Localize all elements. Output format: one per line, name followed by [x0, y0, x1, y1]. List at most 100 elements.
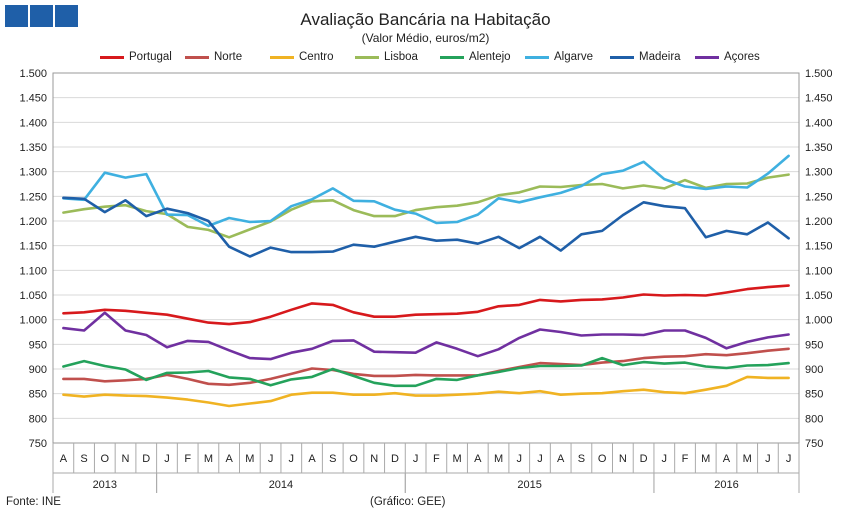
y-tick-label-right: 1.150 [805, 241, 833, 253]
legend-item: Algarve [525, 51, 593, 63]
plot-area-frame [52, 72, 800, 444]
x-tick-label: M [743, 453, 752, 465]
legend-label: Centro [299, 51, 334, 63]
x-tick-label: M [204, 453, 213, 465]
y-tick-label-left: 1.450 [19, 93, 47, 105]
y-tick-label-right: 750 [805, 438, 823, 450]
x-tick-label: F [433, 453, 440, 465]
series-line-algarve [62, 154, 790, 228]
legend-swatch [355, 55, 379, 59]
credit-note: (Gráfico: GEE) [370, 496, 446, 508]
source-note: Fonte: INE [6, 496, 61, 508]
x-tick-label: S [578, 453, 585, 465]
x-tick-label: S [80, 453, 87, 465]
y-tick-label-left: 1.250 [19, 191, 47, 203]
y-tick-label-left: 1.500 [19, 68, 47, 80]
x-year-label: 2015 [517, 479, 541, 491]
series-line-alentejo [62, 356, 790, 388]
y-tick-label-left: 950 [29, 339, 47, 351]
logo-block-2 [30, 5, 53, 27]
series-line-aores [62, 311, 790, 361]
y-tick-label-right: 1.500 [805, 68, 833, 80]
x-tick-label: D [391, 453, 399, 465]
x-tick-label: J [662, 453, 668, 465]
y-tick-label-left: 750 [29, 438, 47, 450]
x-tick-label: J [289, 453, 295, 465]
x-tick-label: A [557, 453, 565, 465]
gee-logo [5, 5, 78, 27]
x-tick-label: O [349, 453, 358, 465]
legend-swatch [185, 55, 209, 59]
x-tick-label: M [452, 453, 461, 465]
legend-label: Norte [214, 51, 243, 63]
y-tick-label-right: 1.050 [805, 290, 833, 302]
legend-label: Açores [724, 51, 760, 63]
x-tick-label: N [619, 453, 627, 465]
x-tick-label: M [494, 453, 503, 465]
series-line-portugal [62, 284, 790, 326]
y-tick-label-right: 1.100 [805, 265, 833, 277]
y-tick-label-left: 1.050 [19, 290, 47, 302]
x-tick-label: J [517, 453, 523, 465]
legend-swatch [525, 55, 549, 59]
x-year-label: 2016 [714, 479, 738, 491]
logo-block-1 [5, 5, 28, 27]
legend-swatch [695, 55, 719, 59]
x-tick-label: A [225, 453, 233, 465]
y-tick-label-left: 850 [29, 389, 47, 401]
y-tick-label-left: 800 [29, 413, 47, 425]
legend-swatch [610, 55, 634, 59]
legend-item: Portugal [100, 51, 172, 63]
x-tick-label: A [60, 453, 68, 465]
y-tick-label-right: 1.400 [805, 117, 833, 129]
y-tick-label-left: 1.300 [19, 167, 47, 179]
legend-label: Lisboa [384, 51, 418, 63]
x-tick-label: S [329, 453, 336, 465]
y-tick-label-right: 850 [805, 389, 823, 401]
x-tick-label: A [308, 453, 316, 465]
x-tick-label: J [786, 453, 792, 465]
x-year-label: 2013 [93, 479, 117, 491]
x-tick-label: O [101, 453, 110, 465]
legend-item: Madeira [610, 51, 681, 63]
y-tick-label-right: 1.000 [805, 315, 833, 327]
series-line-lisboa [62, 173, 790, 239]
legend-label: Alentejo [469, 51, 511, 63]
x-tick-label: D [142, 453, 150, 465]
x-tick-label: M [245, 453, 254, 465]
x-tick-label: J [164, 453, 170, 465]
series-line-madeira [62, 196, 790, 258]
x-tick-label: A [474, 453, 482, 465]
x-tick-label: J [765, 453, 771, 465]
y-tick-label-left: 1.100 [19, 265, 47, 277]
x-tick-label: J [413, 453, 419, 465]
y-tick-label-left: 1.350 [19, 142, 47, 154]
y-tick-label-left: 1.150 [19, 241, 47, 253]
series-line-norte [62, 347, 790, 387]
y-tick-label-right: 1.350 [805, 142, 833, 154]
legend-label: Algarve [554, 51, 593, 63]
x-tick-label: J [537, 453, 543, 465]
legend-swatch [100, 55, 124, 59]
y-tick-label-left: 900 [29, 364, 47, 376]
y-tick-label-right: 1.200 [805, 216, 833, 228]
x-tick-label: N [122, 453, 130, 465]
legend-item: Centro [270, 51, 334, 63]
legend-swatch [440, 55, 464, 59]
x-tick-label: F [184, 453, 191, 465]
series-line-centro [62, 375, 790, 408]
y-tick-label-right: 1.450 [805, 93, 833, 105]
y-tick-label-left: 1.400 [19, 117, 47, 129]
legend-swatch [270, 55, 294, 59]
legend-item: Lisboa [355, 51, 418, 63]
x-year-label: 2014 [269, 479, 293, 491]
logo-block-3 [55, 5, 78, 27]
chart-subtitle: (Valor Médio, euros/m2) [361, 31, 490, 45]
y-tick-label-left: 1.000 [19, 315, 47, 327]
y-tick-label-right: 1.250 [805, 191, 833, 203]
chart-title: Avaliação Bancária na Habitação [300, 10, 551, 29]
x-tick-label: J [268, 453, 274, 465]
x-tick-label: O [598, 453, 607, 465]
legend-label: Madeira [639, 51, 681, 63]
